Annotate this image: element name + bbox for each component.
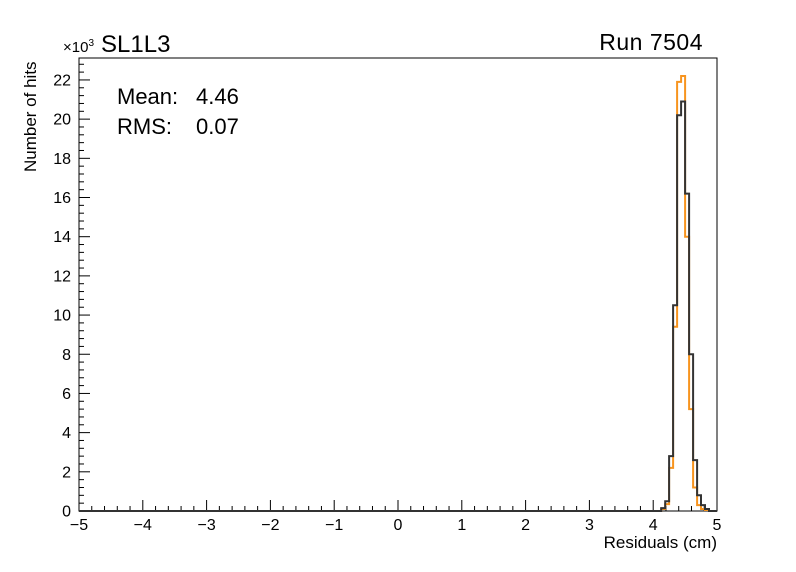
x-tick-label: −3 [197, 517, 215, 534]
histogram-title: SL1L3 [101, 31, 171, 58]
fit-overlay [79, 100, 717, 512]
x-tick-label: 3 [585, 517, 594, 534]
y-tick-label: 12 [53, 268, 71, 285]
x-tick-label: −2 [261, 517, 279, 534]
x-tick-label: 1 [457, 517, 466, 534]
run-label: Run 7504 [599, 29, 703, 55]
stat-rms-label: RMS: [117, 114, 172, 139]
y-tick-label: 2 [62, 464, 71, 481]
y-tick-label: 6 [62, 386, 71, 403]
y-tick-label: 20 [53, 112, 71, 129]
y-tick-label: 4 [62, 425, 71, 442]
x-tick-label: 5 [713, 517, 722, 534]
y-tick-label: 8 [62, 347, 71, 364]
y-tick-label: 0 [62, 504, 71, 521]
y-tick-label: 10 [53, 308, 71, 325]
stat-rms-value: 0.07 [196, 114, 239, 139]
y-axis-multiplier-exponent: 3 [88, 38, 95, 49]
y-tick-label: 14 [53, 229, 71, 246]
stats-box: Mean: 4.46 RMS: 0.07 [117, 82, 239, 142]
y-tick-label: 18 [53, 151, 71, 168]
y-axis-multiplier-base: ×10 [63, 39, 89, 56]
x-tick-label: −4 [134, 517, 152, 534]
stat-mean-label: Mean: [117, 84, 179, 109]
x-tick-label: 0 [394, 517, 403, 534]
y-tick-label: 16 [53, 190, 71, 207]
x-tick-label: −5 [70, 517, 88, 534]
x-tick-label: 2 [521, 517, 530, 534]
stat-rms: RMS: 0.07 [117, 112, 239, 142]
x-tick-label: 4 [649, 517, 658, 534]
y-axis-title: Number of hits [21, 61, 40, 172]
y-axis-multiplier: ×103 [63, 38, 95, 56]
x-tick-label: −1 [325, 517, 343, 534]
y-tick-label: 22 [53, 72, 71, 89]
title-row: ×103 SL1L3 [63, 33, 170, 57]
stat-mean: Mean: 4.46 [117, 82, 239, 112]
stat-mean-value: 4.46 [196, 84, 239, 109]
x-axis-title: Residuals (cm) [603, 533, 717, 552]
